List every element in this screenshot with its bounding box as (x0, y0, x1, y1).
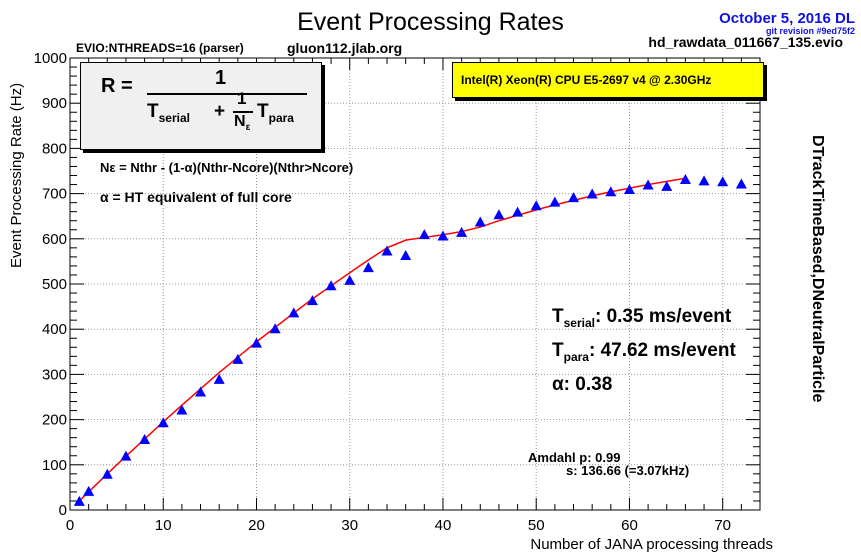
amdahl-s-label: s: 136.66 (=3.07kHz) (566, 463, 690, 478)
y-tick-label: 800 (42, 140, 67, 157)
x-tick-label: 60 (621, 517, 638, 534)
y-tick-label: 500 (42, 276, 67, 293)
data-point (157, 417, 169, 428)
t-para-result: Tpara: 47.62 ms/event (552, 340, 736, 364)
data-point (344, 274, 356, 285)
data-point (232, 353, 244, 364)
data-point (73, 495, 85, 506)
data-point (362, 262, 374, 273)
x-tick-label: 10 (155, 517, 172, 534)
data-point (101, 468, 113, 479)
data-point (474, 216, 486, 227)
formula-box: R = 1 Tserial + 1 Nε Tpara (80, 62, 322, 150)
alpha-result: α: 0.38 (552, 374, 613, 395)
x-tick-label: 50 (528, 517, 545, 534)
data-point (623, 183, 635, 194)
data-point (549, 196, 561, 207)
data-point (381, 245, 393, 256)
fit-line (78, 177, 686, 502)
data-point (493, 209, 505, 220)
frac-denominator: Nε (234, 113, 251, 134)
git-revision-label: git revision #9ed75f2 (765, 26, 855, 36)
data-point (698, 175, 710, 186)
x-tick-label: 70 (714, 517, 731, 534)
data-point (642, 179, 654, 190)
data-point (250, 337, 262, 348)
formula-plus: + (214, 101, 226, 122)
data-points (73, 174, 747, 506)
data-point (139, 433, 151, 444)
data-point (456, 226, 468, 237)
evio-threads-label: EVIO:NTHREADS=16 (parser) (76, 41, 244, 55)
host-label: gluon112.jlab.org (287, 40, 403, 56)
data-point (735, 178, 747, 189)
data-point (530, 200, 542, 211)
t-serial-symbol: Tserial (147, 101, 190, 125)
t-para-symbol: Tpara (257, 101, 294, 125)
data-point (325, 280, 337, 291)
frac-numerator: 1 (237, 89, 247, 108)
chart-title: Event Processing Rates (297, 8, 564, 36)
filename-label: hd_rawdata_011667_135.evio (648, 34, 843, 50)
fit-curve (78, 177, 686, 502)
data-point (605, 186, 617, 197)
formula-numerator: 1 (215, 67, 227, 89)
data-point (512, 206, 524, 217)
data-point (269, 323, 281, 334)
amdahl-p-label: Amdahl p: 0.99 (528, 450, 621, 465)
y-tick-label: 600 (42, 231, 67, 248)
y-tick-label: 1000 (34, 50, 67, 67)
y-tick-label: 300 (42, 366, 67, 383)
x-axis-label: Number of JANA processing threads (530, 536, 773, 553)
data-point (120, 450, 132, 461)
formula-lhs: R = (101, 75, 133, 97)
cpu-box: Intel(R) Xeon(R) CPU E5-2697 v4 @ 2.30GH… (452, 62, 764, 98)
data-point (83, 485, 95, 496)
data-point (195, 386, 207, 397)
data-point (661, 180, 673, 191)
y-tick-label: 900 (42, 95, 67, 112)
t-serial-result: Tserial: 0.35 ms/event (552, 306, 732, 330)
data-point (418, 229, 430, 240)
fraction-bar (147, 93, 307, 95)
data-point (288, 307, 300, 318)
x-tick-label: 20 (248, 517, 265, 534)
data-point (679, 174, 691, 185)
data-point (400, 249, 412, 260)
axis-ticks: 0 10 20 30 40 50 60 700100200300400500600700800… (34, 50, 761, 534)
y-tick-label: 200 (42, 412, 67, 429)
y-tick-label: 700 (42, 186, 67, 203)
alpha-definition: α = HT equivalent of full core (100, 189, 292, 205)
data-point (586, 188, 598, 199)
y-tick-label: 100 (42, 457, 67, 474)
data-point (176, 404, 188, 415)
y-axis-label: Event Processing Rate (Hz) (8, 82, 25, 268)
cpu-label: Intel(R) Xeon(R) CPU E5-2697 v4 @ 2.30GH… (461, 73, 712, 87)
data-point (568, 192, 580, 203)
x-tick-label: 0 (66, 517, 74, 534)
y-tick-label: 0 (59, 502, 67, 519)
data-point (717, 176, 729, 187)
y-tick-label: 400 (42, 321, 67, 338)
side-label: DTrackTimeBased,DNeutralParticle (809, 135, 826, 403)
small-fraction-bar (233, 111, 253, 113)
neps-formula: Nε = Nthr - (1-α)(Nthr-Ncore)(Nthr>Ncore… (100, 160, 354, 175)
date-label: October 5, 2016 DL (719, 10, 855, 27)
x-tick-label: 30 (341, 517, 358, 534)
data-point (437, 230, 449, 241)
x-tick-label: 40 (435, 517, 452, 534)
data-point (213, 373, 225, 384)
data-point (306, 295, 318, 306)
